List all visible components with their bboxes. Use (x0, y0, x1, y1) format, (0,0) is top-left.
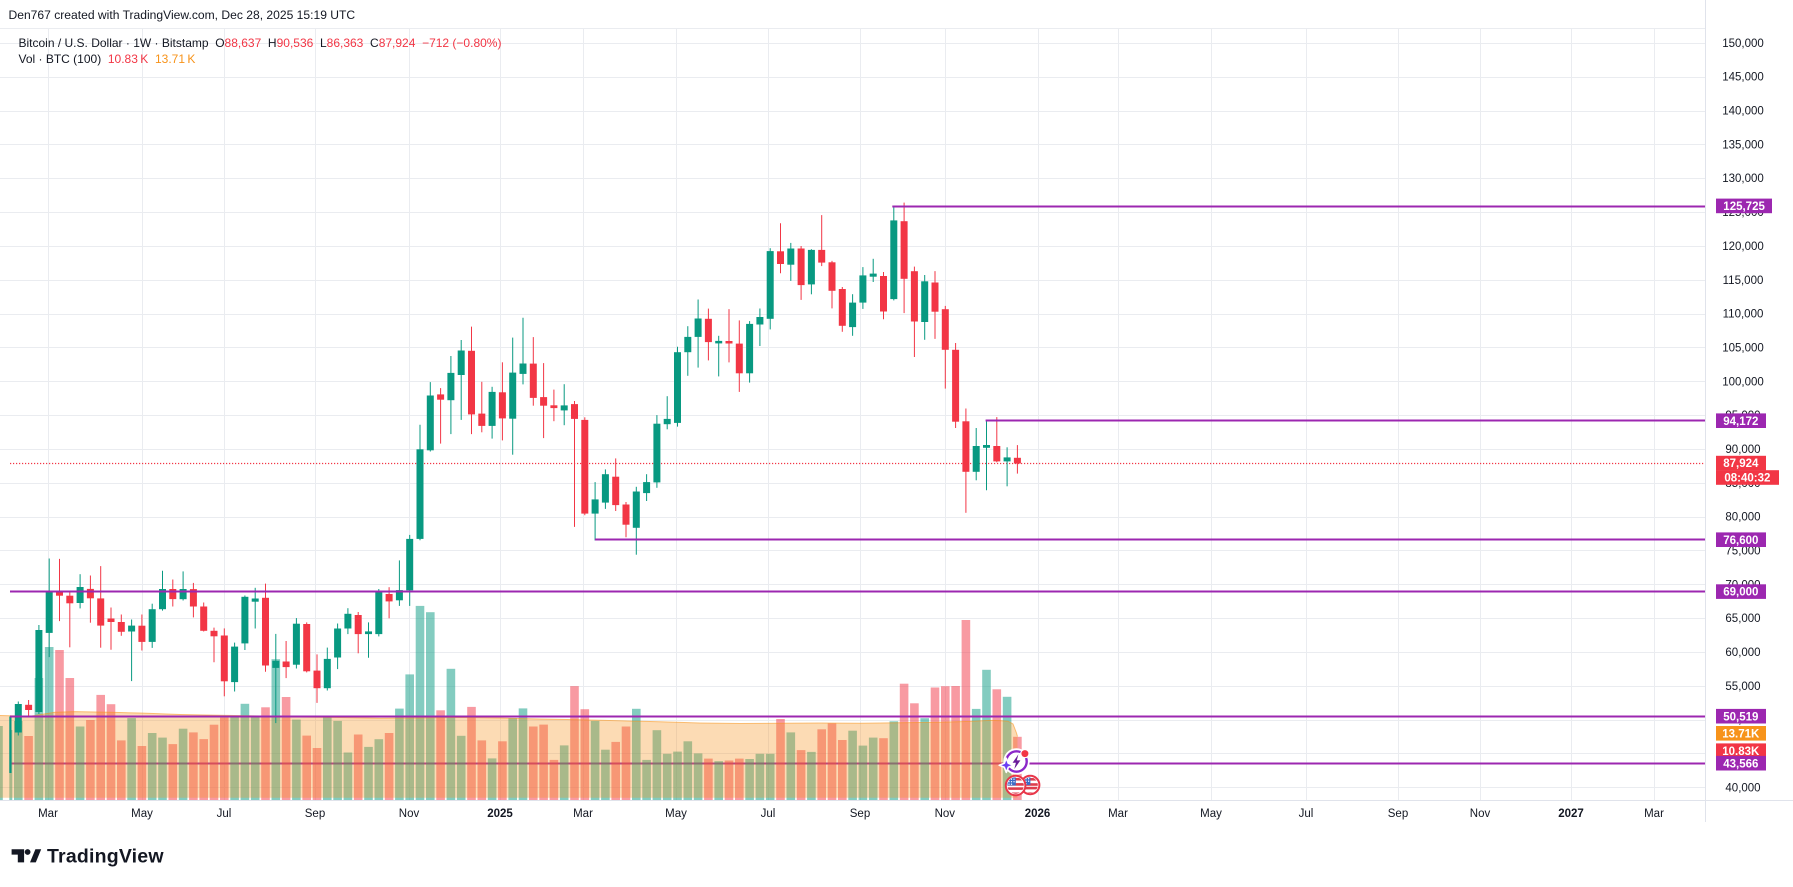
svg-text:Sep: Sep (1388, 808, 1408, 820)
svg-text:150,000: 150,000 (1722, 38, 1764, 50)
svg-text:135,000: 135,000 (1722, 139, 1764, 151)
svg-text:Mar: Mar (1644, 808, 1664, 820)
svg-text:May: May (1200, 808, 1222, 820)
svg-text:Sep: Sep (305, 808, 325, 820)
svg-text:Vol · BTC (100) 10.83 K 13.7: Vol · BTC (100) 10.83 K 13.71 K (19, 52, 196, 66)
svg-text:Mar: Mar (573, 808, 593, 820)
svg-text:145,000: 145,000 (1722, 72, 1764, 84)
svg-text:Nov: Nov (399, 808, 420, 820)
svg-text:65,000: 65,000 (1725, 613, 1760, 625)
svg-text:76,600: 76,600 (1723, 535, 1758, 547)
svg-text:May: May (131, 808, 153, 820)
svg-text:90,000: 90,000 (1725, 444, 1760, 456)
svg-text:08:40:32: 08:40:32 (1724, 473, 1770, 485)
svg-text:2025: 2025 (487, 808, 513, 820)
svg-text:55,000: 55,000 (1725, 681, 1760, 693)
svg-text:Nov: Nov (1470, 808, 1491, 820)
svg-text:Bitcoin / U.S. Dollar · 1W · B: Bitcoin / U.S. Dollar · 1W · Bitstamp O8… (19, 36, 502, 50)
svg-text:Jul: Jul (1299, 808, 1314, 820)
svg-text:10.83K: 10.83K (1722, 746, 1760, 758)
svg-text:13.71K: 13.71K (1722, 728, 1760, 740)
svg-text:50,519: 50,519 (1723, 711, 1758, 723)
svg-text:43,566: 43,566 (1723, 758, 1758, 770)
svg-text:69,000: 69,000 (1723, 587, 1758, 599)
svg-text:75,000: 75,000 (1725, 545, 1760, 557)
svg-text:120,000: 120,000 (1722, 241, 1764, 253)
svg-text:125,725: 125,725 (1723, 201, 1765, 213)
svg-text:Sep: Sep (850, 808, 870, 820)
svg-text:87,924: 87,924 (1723, 458, 1759, 470)
svg-text:100,000: 100,000 (1722, 376, 1764, 388)
svg-text:115,000: 115,000 (1723, 275, 1764, 287)
svg-text:40,000: 40,000 (1725, 782, 1760, 794)
svg-text:94,172: 94,172 (1723, 416, 1758, 428)
svg-text:80,000: 80,000 (1725, 512, 1760, 524)
svg-text:140,000: 140,000 (1722, 106, 1764, 118)
svg-text:105,000: 105,000 (1722, 342, 1764, 354)
svg-text:Mar: Mar (1108, 808, 1128, 820)
svg-text:110,000: 110,000 (1723, 309, 1764, 321)
svg-text:TradingView: TradingView (47, 846, 164, 868)
svg-text:2027: 2027 (1558, 808, 1584, 820)
svg-text:May: May (665, 808, 687, 820)
svg-text:130,000: 130,000 (1722, 173, 1764, 185)
svg-text:Den767 created with TradingVie: Den767 created with TradingView.com, Dec… (9, 8, 356, 22)
svg-text:Jul: Jul (761, 808, 776, 820)
svg-text:Mar: Mar (38, 808, 58, 820)
svg-text:60,000: 60,000 (1725, 647, 1760, 659)
svg-text:Nov: Nov (935, 808, 956, 820)
svg-text:Jul: Jul (217, 808, 232, 820)
svg-text:2026: 2026 (1025, 808, 1051, 820)
